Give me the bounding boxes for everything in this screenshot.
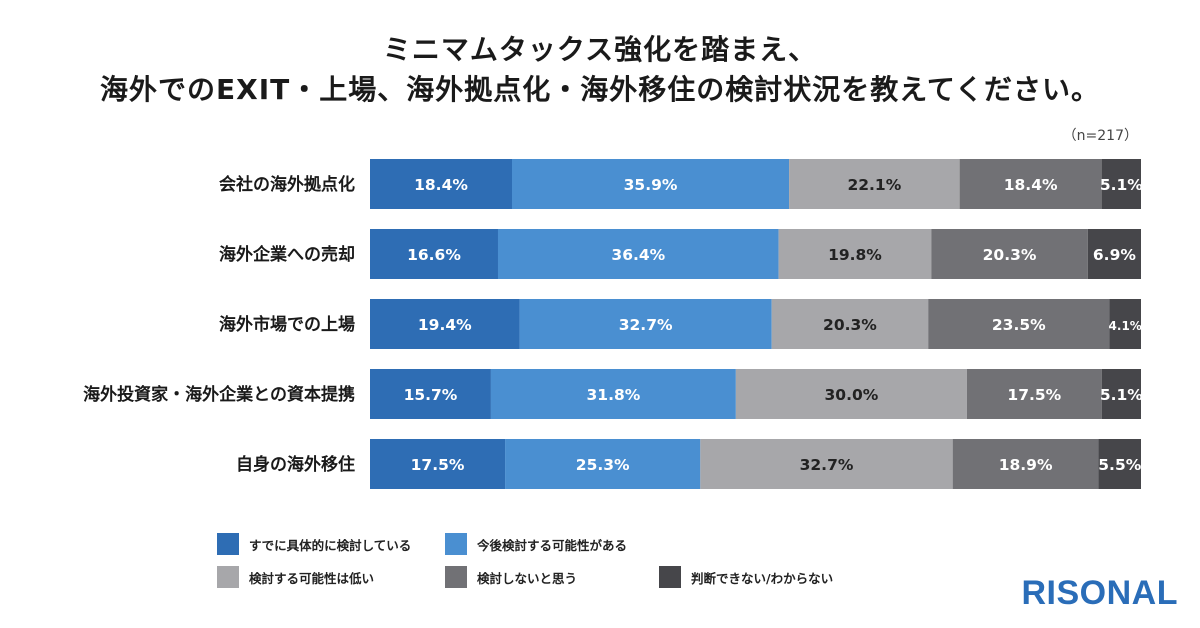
- data-label: 6.9%: [1093, 246, 1136, 264]
- category-label: 海外市場での上場: [219, 314, 355, 335]
- bar-segment: [519, 299, 772, 349]
- bar-segment: [370, 229, 498, 279]
- sample-size-note: （n=217）: [1062, 128, 1138, 144]
- category-label: 海外企業への売却: [219, 244, 355, 265]
- data-label: 5.1%: [1100, 176, 1143, 194]
- category-label: 会社の海外拠点化: [219, 174, 355, 195]
- bar-segment: [966, 369, 1102, 419]
- bar-segment: [1098, 439, 1141, 489]
- data-label: 17.5%: [411, 456, 465, 474]
- data-label: 17.5%: [1007, 386, 1061, 404]
- bar-segment: [370, 299, 520, 349]
- bar-segment: [490, 369, 736, 419]
- bar-segment: [771, 299, 929, 349]
- data-label: 36.4%: [611, 246, 665, 264]
- title-line-2: 海外でのEXIT・上場、海外拠点化・海外移住の検討状況を教えてください。: [100, 73, 1100, 106]
- data-label: 19.8%: [828, 246, 882, 264]
- category-label: 自身の海外移住: [236, 454, 355, 475]
- data-label: 18.4%: [414, 176, 468, 194]
- data-label: 18.9%: [999, 456, 1053, 474]
- data-label: 23.5%: [992, 316, 1046, 334]
- bar-segment: [1101, 369, 1141, 419]
- bar-segment: [735, 369, 967, 419]
- bar-segment: [497, 229, 779, 279]
- bar-segment: [1109, 299, 1141, 349]
- title-line-1: ミニマムタックス強化を踏まえ、: [382, 33, 818, 66]
- data-label: 18.4%: [1004, 176, 1058, 194]
- bar-segment: [959, 159, 1102, 209]
- data-label: 30.0%: [825, 386, 879, 404]
- bar-segment: [370, 369, 491, 419]
- bar-segment: [1087, 229, 1141, 279]
- risonal-logo: RISONAL: [1021, 574, 1178, 612]
- data-label: 16.6%: [407, 246, 461, 264]
- data-label: 5.1%: [1100, 386, 1143, 404]
- bar-segment: [928, 299, 1110, 349]
- data-label: 20.3%: [983, 246, 1037, 264]
- chart-title: ミニマムタックス強化を踏まえ、 海外でのEXIT・上場、海外拠点化・海外移住の検…: [0, 30, 1200, 110]
- data-label: 32.7%: [619, 316, 673, 334]
- data-label: 15.7%: [404, 386, 458, 404]
- data-label: 25.3%: [576, 456, 630, 474]
- category-label: 海外投資家・海外企業との資本提携: [83, 384, 355, 405]
- bar-segment: [700, 439, 953, 489]
- data-label: 31.8%: [587, 386, 641, 404]
- data-label: 5.5%: [1098, 456, 1141, 474]
- data-label: 4.1%: [1109, 319, 1142, 333]
- bar-segment: [370, 439, 506, 489]
- bar-segment: [1101, 159, 1141, 209]
- data-label: 22.1%: [847, 176, 901, 194]
- bar-segment: [370, 159, 513, 209]
- data-label: 35.9%: [624, 176, 678, 194]
- bar-segment: [505, 439, 701, 489]
- data-label: 19.4%: [418, 316, 472, 334]
- data-label: 20.3%: [823, 316, 877, 334]
- bar-segment: [931, 229, 1088, 279]
- bar-segment: [778, 229, 932, 279]
- bar-segment: [952, 439, 1099, 489]
- data-label: 32.7%: [800, 456, 854, 474]
- bar-segment: [789, 159, 960, 209]
- bar-segment: [512, 159, 790, 209]
